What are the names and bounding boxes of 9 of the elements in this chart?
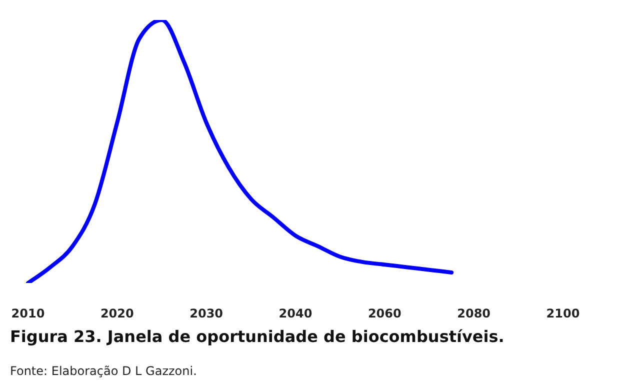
x-tick-label: 2040: [278, 306, 312, 321]
x-tick-label: 2080: [457, 306, 491, 321]
source-note: Fonte: Elaboração D L Gazzoni.: [10, 364, 198, 378]
x-tick-label: 2020: [100, 306, 134, 321]
x-tick-label: 2010: [11, 306, 45, 321]
x-tick-label: 2030: [190, 306, 224, 321]
x-tick-label: 2060: [368, 306, 402, 321]
x-tick-label: 2100: [546, 306, 580, 321]
text: Figura 23. Janela de oportunidade de biocombustíveis.: [10, 327, 506, 346]
